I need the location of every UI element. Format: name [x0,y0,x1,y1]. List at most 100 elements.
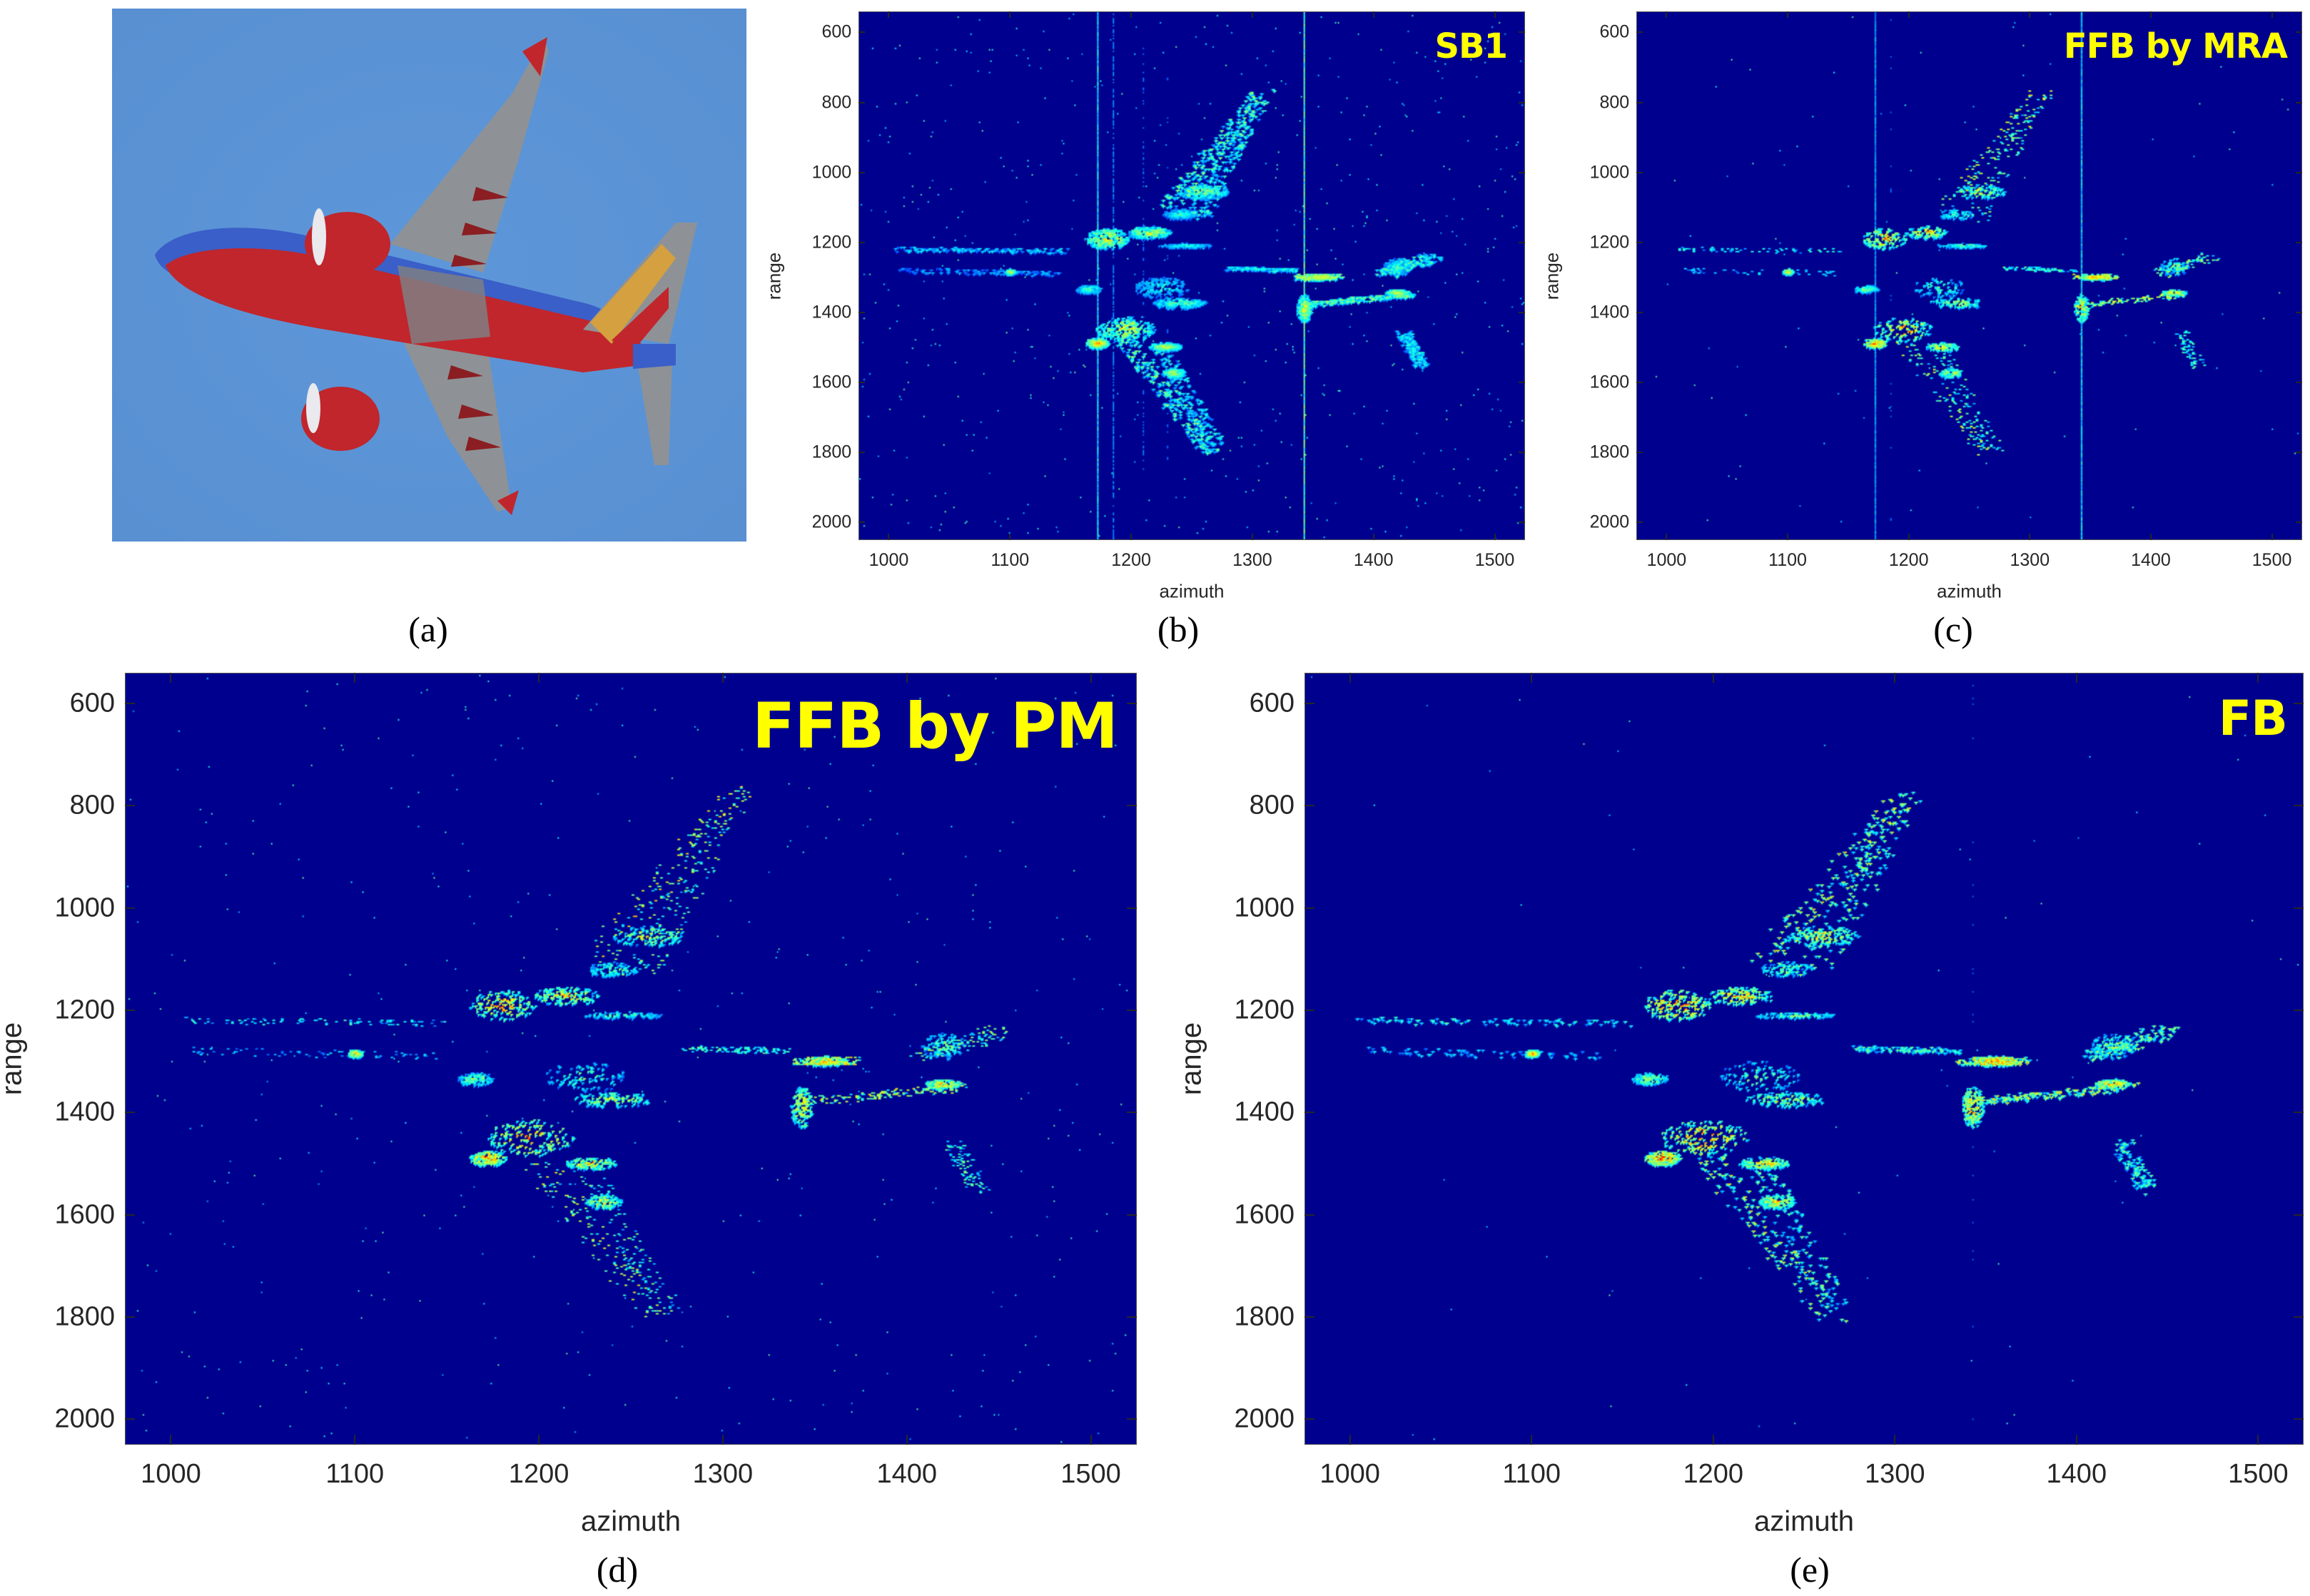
x-tick-label: 1400 [2046,1459,2107,1489]
x-tick-label: 1400 [876,1459,937,1489]
x-tick-label: 1100 [1502,1459,1561,1489]
x-tick-label: 1100 [1768,550,1807,570]
x-tick-mark [2149,11,2152,18]
y-tick-mark [1127,907,1137,909]
x-tick-mark [1666,11,1668,18]
y-tick-mark [1636,171,1643,173]
y-tick-mark [2296,382,2302,384]
y-tick-label: 600 [1599,21,1630,42]
x-axis-title: azimuth [1159,580,1225,602]
y-tick-mark [1519,31,1525,34]
x-tick-label: 1200 [1111,550,1151,570]
y-tick-label: 1200 [1589,232,1630,253]
x-tick-mark [1494,11,1496,18]
x-tick-label: 1100 [325,1459,385,1489]
y-tick-label: 1600 [1589,372,1630,392]
x-tick-mark [1130,11,1133,18]
y-tick-label: 1600 [811,372,852,392]
x-tick-mark [2029,534,2031,540]
y-axis-title: range [0,1022,28,1096]
y-tick-mark [858,522,865,524]
y-tick-label: 800 [1599,92,1630,113]
y-tick-label: 2000 [811,512,852,532]
plot-d: FFB by PM 1000 1100 1200 1300 1400 1500 600 800 1… [0,673,1137,1537]
x-tick-mark [1372,534,1374,540]
y-tick-mark [125,1316,135,1318]
y-tick-label: 2000 [1589,512,1630,532]
y-tick-mark [1127,1418,1137,1420]
y-tick-mark [858,171,865,173]
x-axis-title: azimuth [1753,1505,1855,1537]
y-tick-mark [1519,312,1525,314]
x-tick-mark [1531,673,1533,683]
y-tick-mark [1636,312,1643,314]
x-tick-label: 1000 [141,1459,201,1489]
x-tick-mark [2029,11,2031,18]
y-tick-mark [1305,1009,1314,1011]
x-tick-mark [1349,673,1351,683]
method-label: FB [2218,691,2288,747]
y-tick-mark [125,1009,135,1011]
y-tick-label: 1200 [811,232,852,253]
y-tick-mark [2294,1316,2304,1318]
x-tick-label: 1200 [1683,1459,1743,1489]
y-tick-mark [125,907,135,909]
x-axis-title: azimuth [1936,580,2002,602]
heatmap-image [859,12,1524,539]
y-tick-mark [125,1214,135,1216]
heatmap-image [1637,12,2301,539]
y-tick-mark [1636,452,1643,454]
y-tick-mark [2294,805,2304,807]
x-tick-label: 1400 [2131,550,2171,570]
panel-label-e: (e) [1790,1550,1830,1590]
y-tick-mark [1305,1418,1314,1420]
y-tick-label: 1800 [1589,442,1630,462]
y-tick-label: 1200 [1234,995,1295,1025]
y-tick-mark [1305,1214,1314,1216]
x-tick-mark [2257,673,2259,683]
y-tick-mark [1127,1214,1137,1216]
x-tick-mark [1894,673,1896,683]
y-tick-mark [2296,171,2302,173]
plot-b: SB1 1000 1100 1200 1300 1400 1500 600 800 1000 120… [764,11,1525,602]
plot-e: FB 1000 1100 1200 1300 1400 1500 600 800 1000 1200… [1176,673,2304,1537]
y-tick-mark [858,382,865,384]
x-tick-mark [538,1435,540,1445]
x-tick-mark [1251,11,1253,18]
y-axis-title: range [763,252,785,300]
y-tick-mark [2294,1009,2304,1011]
y-tick-mark [2296,101,2302,103]
y-tick-mark [1636,31,1643,34]
y-tick-label: 1800 [811,442,852,462]
y-tick-mark [1519,241,1525,243]
x-tick-mark [1372,11,1374,18]
y-tick-label: 1400 [1589,302,1630,322]
x-tick-mark [1009,534,1011,540]
x-tick-label: 1500 [1060,1459,1121,1489]
heatmap-image [126,674,1136,1444]
y-tick-label: 1000 [811,162,852,183]
y-axis-title: range [1175,1022,1207,1096]
airplane-icon [112,9,746,542]
heatmap-area: FB [1305,673,2304,1445]
y-tick-mark [1636,241,1643,243]
x-tick-mark [1894,1435,1896,1445]
y-tick-mark [858,312,865,314]
x-tick-label: 1000 [1646,550,1687,570]
x-tick-mark [1908,534,1910,540]
x-tick-mark [1349,1435,1351,1445]
heatmap-area: SB1 [858,11,1525,540]
x-tick-mark [1090,673,1092,683]
y-tick-label: 1800 [54,1301,115,1332]
x-tick-mark [2149,534,2152,540]
y-tick-mark [125,1418,135,1420]
panel-label-b: (b) [1157,609,1200,649]
x-tick-mark [1908,11,1910,18]
y-tick-label: 1000 [54,893,115,923]
y-tick-mark [1305,702,1314,704]
x-tick-mark [1090,1435,1092,1445]
x-tick-mark [1787,534,1789,540]
y-tick-label: 1400 [1234,1097,1295,1127]
y-tick-mark [1519,522,1525,524]
y-tick-mark [858,101,865,103]
